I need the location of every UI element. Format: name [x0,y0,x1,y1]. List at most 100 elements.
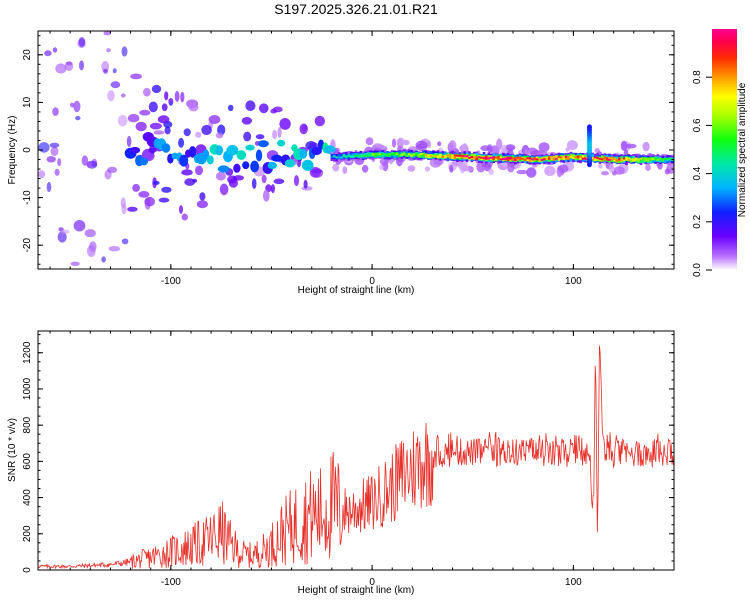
spectrogram-ridge-cell [463,155,466,158]
spectrogram-blob [448,140,457,152]
spectrogram-blob [52,47,58,53]
spectrogram-blob [505,144,516,151]
snr-ytick-label: 0 [22,567,33,573]
spectrogram-ridge-cell [603,158,607,161]
spectrogram-blob [206,155,214,165]
spectrogram-blob [46,156,56,163]
spectrogram-ylabel: Frequency (Hz) [7,116,18,185]
snr-ytick-label: 1000 [22,377,33,400]
spectrogram-ytick-label: -20 [22,238,33,253]
spectrogram-marks [38,31,674,266]
spectrogram-ridge-cell [646,157,650,160]
spectrogram-ridge-cell [371,153,375,156]
spectrogram-blob [217,165,230,173]
spectrogram-blob [117,114,128,127]
spectrogram-ridge-cell [557,157,561,161]
spectrogram-blob [257,140,269,148]
spectrogram-ridge-cell [412,153,416,156]
spectrogram-ridge-cell [557,156,561,158]
spectrogram-blob [196,200,208,209]
spectrogram-ridge-cell [523,158,527,161]
spectrogram-blob [127,206,138,212]
spectrogram-ridge-cell [562,155,565,158]
spectrogram-ridge-cell [666,158,669,160]
spectrogram-blob [215,145,224,156]
spectrogram-blob [139,109,151,116]
spectrogram-blob [496,138,503,151]
spectrogram-ridge-cell [434,153,437,157]
spectrogram-ridge-cell [639,157,643,160]
spectrogram-ridge-cell [632,158,635,161]
spectrogram-ridge-cell [663,158,667,160]
spectrogram-blob [424,166,431,172]
spectrogram-ridge-cell [439,153,442,158]
spectrogram-ridge-cell [448,155,452,158]
spectrogram-ridge-cell [521,157,524,160]
spectrogram-ridge-cell [579,156,582,160]
spectrogram-blob [226,145,239,156]
spectrogram-ridge-cell [453,155,457,160]
spectrogram-blob [174,90,180,102]
spectrogram-ridge-cell [581,157,585,160]
spectrogram-ridge-cell [572,157,575,160]
spectrogram-ridge-cell [432,154,435,157]
spectrogram-blob [379,164,384,170]
spectrogram-blob [270,184,275,194]
spectrogram-ridge-cell [470,155,474,158]
spectrogram-blob [272,129,278,140]
spectrogram-ridge-cell [506,156,510,159]
spectrogram-blob [259,103,269,114]
snr-xlabel: Height of straight line (km) [298,585,415,596]
spectrogram-blob [362,164,369,173]
spectrogram-blob [526,167,537,178]
spectrogram-ridge-cell [545,157,549,160]
spectrogram-blob [620,140,628,151]
spectrogram-blob [195,131,202,138]
spectrogram-ridge-cell [477,156,481,159]
spectrogram-blob [236,150,247,160]
spectrogram-ridge-cell [516,156,520,161]
spectrogram-ridge-cell [490,156,493,159]
spectrogram-blob [183,128,191,137]
spectrogram-blob [565,147,570,152]
spectrogram-ridge-cell [340,156,343,159]
spectrogram-ridge-cell [560,156,563,159]
spectrogram-blob [255,134,265,140]
spectrogram-blob [153,130,165,135]
spectrogram-blob [201,124,212,136]
spectrogram-blob [135,121,147,132]
spectrogram-ridge-cell [625,157,628,160]
spectrogram-ridge-cell [509,157,512,160]
spectrogram-blob [138,191,150,198]
spectrogram-ridge-cell [608,157,611,161]
spectrogram-ridge-cell [475,156,479,159]
spectrogram-ridge-cell [642,158,645,164]
spectrogram-blob [558,164,569,173]
snr-ylabel: SNR (10 * v/v) [7,418,18,482]
spectrogram-ridge-cell [422,152,425,156]
colorbar-tick-label: 0.4 [692,166,703,180]
spectrogram-ridge-cell [364,153,367,157]
spectrogram-ridge-cell [651,158,655,161]
spectrogram-blob [391,138,397,148]
spectrogram-ridge-cell [461,154,464,157]
spectrogram-blob [303,179,308,189]
spectrogram-ytick-label: 20 [22,49,33,61]
spectrogram-blob [199,192,206,201]
spectrogram-blob [250,160,259,173]
spectrogram-blob [181,213,188,221]
spectrogram-blob [242,161,250,170]
spectrogram-ridge-cell [651,158,655,164]
snr-xtick-label: -100 [161,577,181,588]
spectrogram-ridge-cell [637,158,640,161]
spectrogram-ridge-cell [511,158,515,161]
spectrogram-blob [130,73,143,80]
spectrogram-blob [60,229,70,234]
colorbar-tick-label: 0.2 [692,214,703,228]
spectrogram-ridge-cell [473,156,476,159]
spectrogram-blob [149,122,162,130]
spectrogram-ytick-label: -10 [22,190,33,205]
spectrogram-ridge-cell [376,153,379,156]
spectrogram-blob [279,118,291,130]
